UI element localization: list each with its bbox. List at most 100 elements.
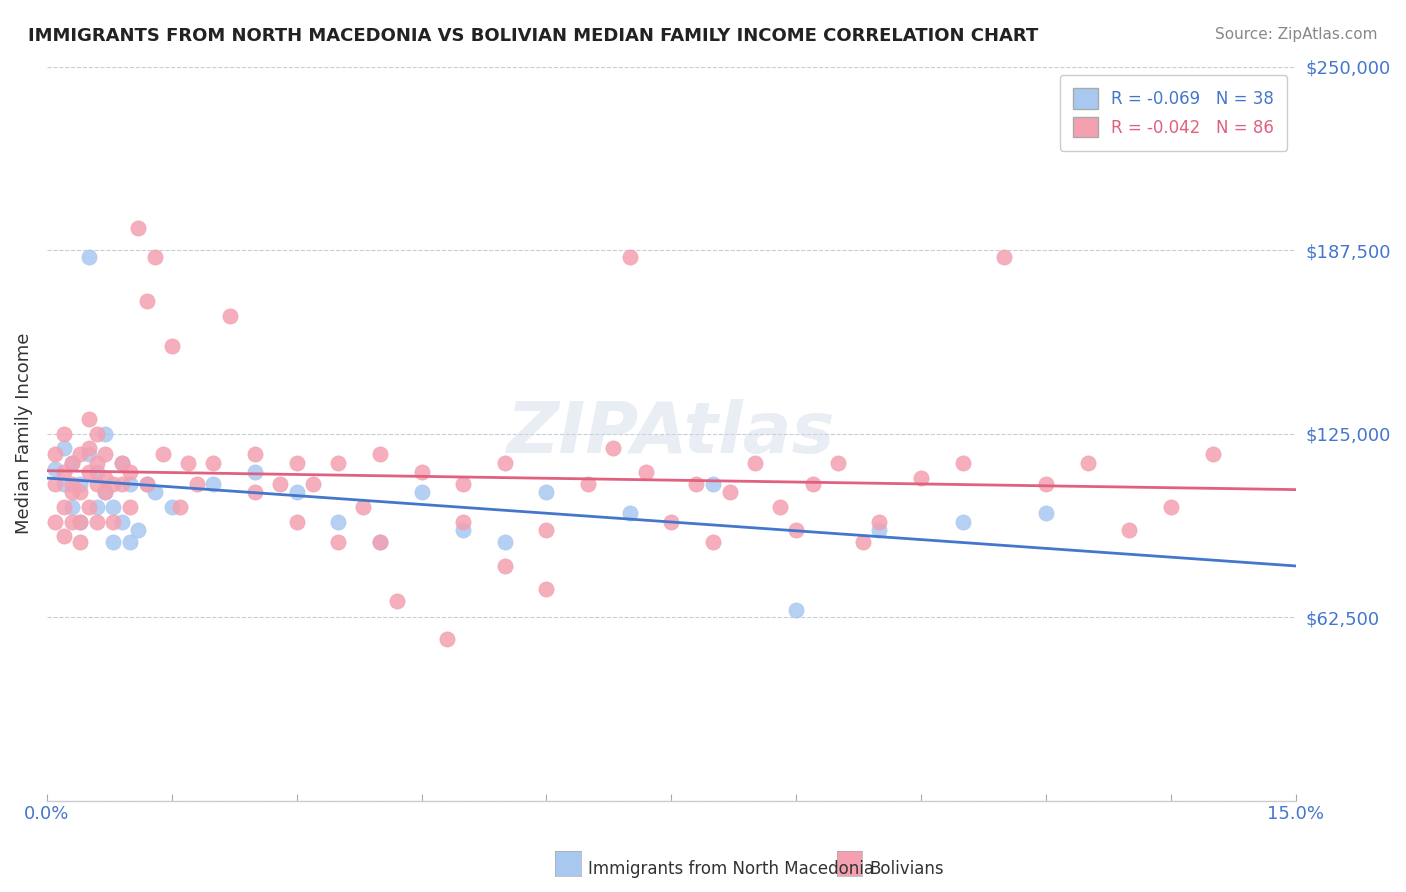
Point: [111, 456, 134, 470]
Point: [785, 524, 807, 538]
Point: [77, 500, 100, 514]
Point: [103, 476, 125, 491]
Point: [385, 594, 408, 608]
Point: [744, 456, 766, 470]
Point: [143, 251, 166, 265]
Point: [77, 465, 100, 479]
Point: [52, 529, 75, 543]
Point: [636, 465, 658, 479]
Text: Immigrants from North Macedonia: Immigrants from North Macedonia: [588, 860, 873, 878]
Point: [1035, 476, 1057, 491]
Point: [77, 412, 100, 426]
Point: [52, 426, 75, 441]
Point: [52, 442, 75, 456]
Point: [160, 500, 183, 514]
Point: [111, 515, 134, 529]
Point: [993, 251, 1015, 265]
Point: [44, 515, 66, 529]
Point: [328, 515, 350, 529]
Point: [494, 456, 516, 470]
Point: [77, 251, 100, 265]
Point: [135, 294, 157, 309]
Point: [120, 500, 142, 514]
Point: [135, 476, 157, 491]
Point: [111, 476, 134, 491]
Point: [411, 485, 433, 500]
Point: [368, 447, 391, 461]
Point: [952, 515, 974, 529]
Point: [69, 515, 91, 529]
Point: [60, 476, 83, 491]
Point: [243, 465, 266, 479]
Point: [768, 500, 790, 514]
Point: [910, 470, 932, 484]
Point: [103, 515, 125, 529]
Point: [243, 447, 266, 461]
Point: [269, 476, 291, 491]
Point: [69, 515, 91, 529]
Point: [702, 476, 724, 491]
Point: [127, 524, 149, 538]
Point: [120, 465, 142, 479]
Point: [52, 476, 75, 491]
Text: IMMIGRANTS FROM NORTH MACEDONIA VS BOLIVIAN MEDIAN FAMILY INCOME CORRELATION CHA: IMMIGRANTS FROM NORTH MACEDONIA VS BOLIV…: [28, 27, 1039, 45]
Point: [1118, 524, 1140, 538]
Point: [127, 221, 149, 235]
Point: [1160, 500, 1182, 514]
Point: [1201, 447, 1223, 461]
Point: [494, 535, 516, 549]
Point: [619, 251, 641, 265]
Point: [202, 476, 225, 491]
Point: [659, 515, 682, 529]
Point: [44, 476, 66, 491]
Point: [69, 476, 91, 491]
Point: [619, 506, 641, 520]
Point: [302, 476, 325, 491]
Point: [60, 515, 83, 529]
Point: [702, 535, 724, 549]
Point: [94, 485, 117, 500]
Point: [536, 485, 558, 500]
Point: [368, 535, 391, 549]
Point: [86, 476, 108, 491]
Point: [60, 500, 83, 514]
Point: [536, 524, 558, 538]
Point: [177, 456, 200, 470]
Point: [160, 338, 183, 352]
Point: [60, 456, 83, 470]
Point: [152, 447, 174, 461]
Point: [86, 426, 108, 441]
Point: [120, 476, 142, 491]
Text: Bolivians: Bolivians: [869, 860, 943, 878]
Point: [69, 535, 91, 549]
Point: [86, 465, 108, 479]
Point: [827, 456, 849, 470]
Point: [77, 442, 100, 456]
Point: [368, 535, 391, 549]
Point: [1035, 506, 1057, 520]
Point: [60, 485, 83, 500]
Point: [494, 558, 516, 573]
Point: [135, 476, 157, 491]
Point: [602, 442, 624, 456]
Point: [186, 476, 208, 491]
Point: [869, 515, 891, 529]
Point: [285, 456, 308, 470]
Point: [111, 456, 134, 470]
Point: [536, 582, 558, 597]
Point: [77, 447, 100, 461]
Point: [451, 515, 474, 529]
Point: [801, 476, 824, 491]
Point: [169, 500, 191, 514]
Legend: R = -0.069   N = 38, R = -0.042   N = 86: R = -0.069 N = 38, R = -0.042 N = 86: [1060, 75, 1288, 151]
Point: [328, 535, 350, 549]
Point: [69, 447, 91, 461]
Y-axis label: Median Family Income: Median Family Income: [15, 333, 32, 534]
Point: [243, 485, 266, 500]
Point: [69, 485, 91, 500]
Point: [52, 465, 75, 479]
Point: [94, 447, 117, 461]
Point: [952, 456, 974, 470]
Point: [285, 485, 308, 500]
Text: Source: ZipAtlas.com: Source: ZipAtlas.com: [1215, 27, 1378, 42]
